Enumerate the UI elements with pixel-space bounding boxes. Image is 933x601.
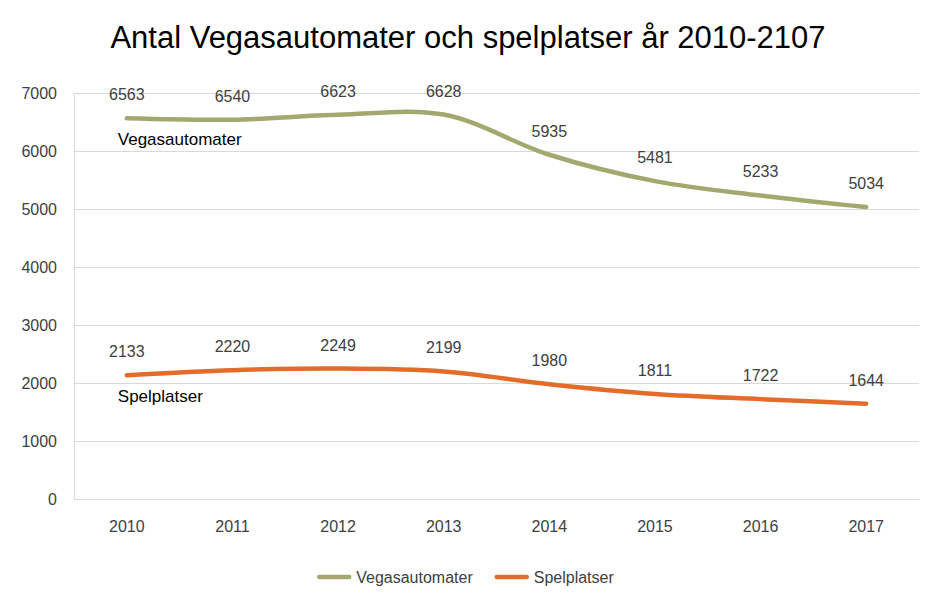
x-axis-line [75,499,920,500]
x-tick: 2010 [109,499,145,535]
data-labels: 6563 6540 6623 6628 5935 5481 5233 5034 Vegasaut… [109,83,884,407]
y-tick: 4000 [21,259,919,276]
data-label: 6623 [320,83,356,100]
annotation: Spelplatser [118,387,203,406]
data-label: 5034 [848,175,884,192]
legend: Vegasautomater Spelplatser [319,569,614,586]
data-label: 5233 [743,163,779,180]
grid-line [74,499,919,500]
x-tick: 2012 [320,499,356,535]
y-tick: 3000 [21,317,919,334]
legend-label: Spelplatser [534,569,615,586]
x-tick-label: 2014 [532,518,568,535]
x-tick-label: 2010 [109,518,145,535]
y-tick-label: 7000 [21,85,57,102]
data-label: 1811 [638,362,673,379]
y-tick-label: 6000 [21,143,57,160]
data-label: 1722 [743,367,779,384]
annotation: Vegasautomater [118,130,242,149]
data-label: 2249 [320,337,356,354]
data-label: 2199 [426,339,462,356]
title: Antal Vegasautomater och spelplatser år … [110,20,825,55]
x-tick-label: 2012 [320,518,356,535]
x-tick: 2014 [532,499,568,535]
y-tick-label: 0 [48,491,57,508]
grid-line [74,383,919,384]
y-tick: 0 [48,491,919,508]
data-label: 2220 [215,338,251,355]
x-tick: 2015 [637,499,673,535]
legend-swatch [497,575,527,580]
y-tick: 7000 [21,85,919,102]
x-tick-label: 2017 [848,518,884,535]
y-axis: 0 1000 2000 3000 4000 5000 6000 7000 [21,85,919,508]
data-label: 6628 [426,83,462,100]
x-tick-label: 2015 [637,518,673,535]
grid-line [74,441,919,442]
legend-swatch [319,575,349,580]
x-tick: 2017 [848,499,884,535]
legend-item: Spelplatser [497,569,615,586]
y-tick-label: 2000 [21,375,57,392]
x-tick-label: 2013 [426,518,462,535]
grid-line [74,93,919,94]
grid-line [74,209,919,210]
x-tick: 2013 [426,499,462,535]
legend-item: Vegasautomater [319,569,473,586]
y-tick: 1000 [21,433,919,450]
x-tick-label: 2016 [743,518,779,535]
x-tick: 2011 [215,499,250,535]
y-tick: 5000 [21,201,919,218]
data-label: 1644 [848,372,884,389]
data-label: 1980 [532,352,568,369]
line [127,112,866,207]
plot-area [127,112,866,404]
grid-line [74,267,919,268]
data-label: 2133 [109,343,145,360]
data-label: 5481 [637,149,673,166]
data-label: 6563 [109,86,145,103]
x-tick-label: 2011 [215,518,250,535]
legend-label: Vegasautomater [356,569,473,586]
y-tick-label: 5000 [21,201,57,218]
data-label: 6540 [215,88,251,105]
y-tick-label: 1000 [21,433,57,450]
grid-line [74,151,919,152]
x-axis: 2010 2011 2012 2013 2014 2015 2016 2017 [75,499,920,535]
y-axis-line [74,94,75,500]
chart: Antal Vegasautomater och spelplatser år … [0,0,933,601]
grid-line [74,325,919,326]
data-label: 5935 [532,123,568,140]
x-tick: 2016 [743,499,779,535]
y-tick-label: 3000 [21,317,57,334]
y-tick-label: 4000 [21,259,57,276]
